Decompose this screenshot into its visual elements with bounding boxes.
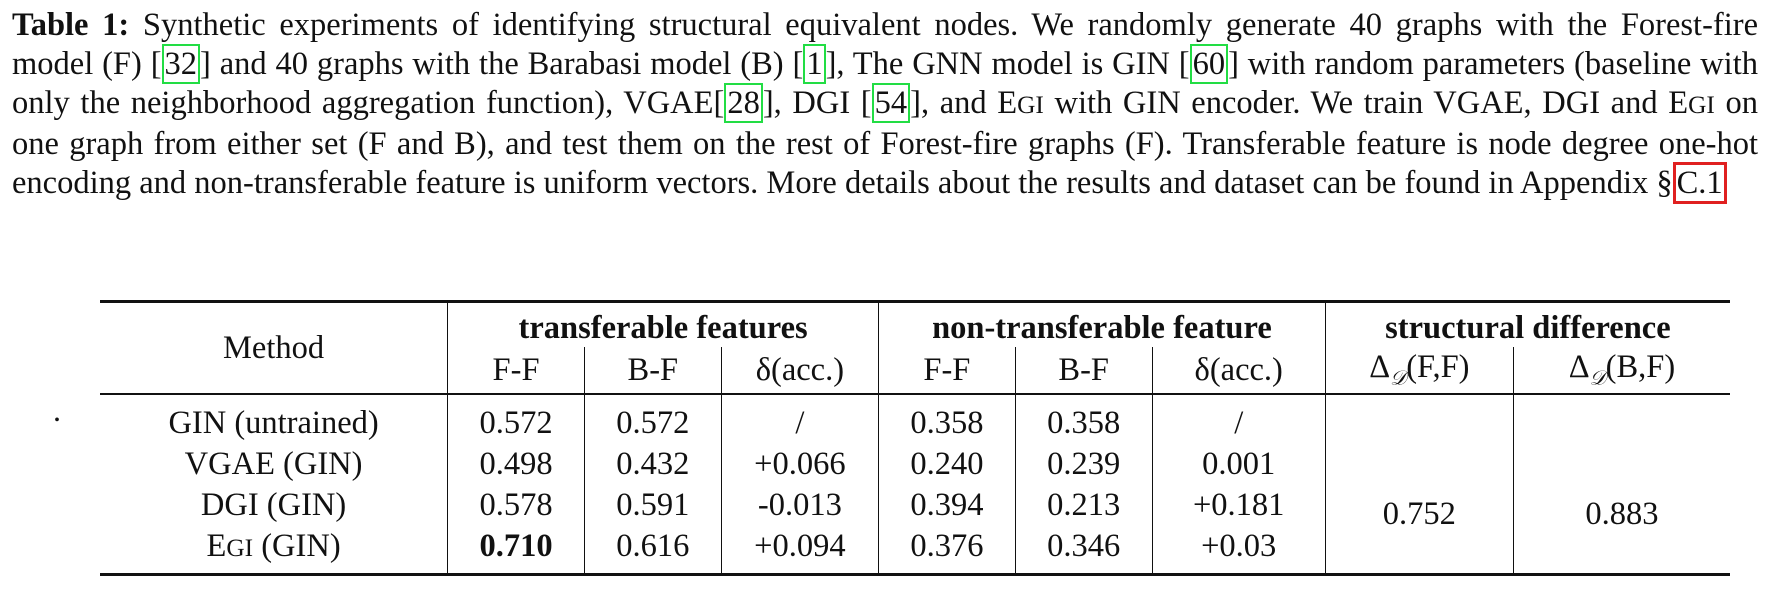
caption-text: ], The GNN model is GIN [ <box>825 46 1190 82</box>
caption-label: Table 1: <box>12 7 130 43</box>
value-cell: / <box>720 394 879 444</box>
group-structural-header: structural difference <box>1324 301 1730 347</box>
structural-bf-value: 0.883 <box>1512 394 1730 575</box>
value-cell: 0.572 <box>447 394 585 444</box>
citation-link[interactable]: 60 <box>1189 44 1229 84</box>
appendix-reference-link[interactable]: C.1 <box>1672 162 1727 204</box>
citation-link[interactable]: 54 <box>871 83 911 123</box>
value-cell: -0.013 <box>720 485 879 526</box>
value-cell: 0.358 <box>878 394 1016 444</box>
method-suffix: (GIN) <box>253 528 341 564</box>
value-cell: 0.240 <box>878 444 1016 485</box>
subheader-delta-acc: δ(acc.) <box>1151 347 1326 394</box>
group-non-transferable-header: non-transferable feature <box>878 301 1326 347</box>
method-cell: VGAE (GIN) <box>184 446 363 482</box>
method-header: Method <box>223 329 325 366</box>
citation-link[interactable]: 1 <box>803 44 826 84</box>
caption-smallcaps: GI <box>1017 91 1044 119</box>
value-cell: 0.578 <box>447 485 585 526</box>
value-cell: 0.001 <box>1151 444 1326 485</box>
value-cell: +0.181 <box>1151 485 1326 526</box>
structural-ff-value: 0.752 <box>1324 394 1514 575</box>
value-cell: +0.066 <box>720 444 879 485</box>
caption-text: ] with random parameters (baseline with … <box>12 46 1758 121</box>
value-cell: 0.346 <box>1014 526 1153 575</box>
subheader-ff: F-F <box>878 347 1016 394</box>
caption-text: ] and 40 graphs with the Barabasi model … <box>200 46 804 82</box>
value-cell: 0.239 <box>1014 444 1153 485</box>
caption-text: with GIN encoder. We train VGAE, DGI and… <box>1043 85 1689 121</box>
subheader-ff: F-F <box>447 347 585 394</box>
method-cell: DGI (GIN) <box>200 487 347 523</box>
caption-text: ], DGI [ <box>762 85 872 121</box>
stray-dot: . <box>53 392 61 428</box>
method-cell: EGI (GIN) <box>100 526 448 575</box>
method-prefix: E <box>206 528 227 564</box>
delta-symbol: Δ <box>1568 349 1590 386</box>
group-header-row: Method transferable features non-transfe… <box>100 301 1730 366</box>
method-cell: GIN (untrained) <box>168 405 379 441</box>
subheader-structural-bf: Δ𝒟(B,F) <box>1512 347 1730 394</box>
results-table: Method transferable features non-transfe… <box>100 300 1730 576</box>
value-cell: 0.591 <box>583 485 722 526</box>
delta-symbol: Δ <box>1369 349 1391 386</box>
value-cell: 0.213 <box>1014 485 1153 526</box>
value-cell: +0.03 <box>1151 526 1326 575</box>
value-cell: 0.358 <box>1014 394 1153 444</box>
delta-subscript: 𝒟 <box>1589 367 1606 390</box>
subheader-bf: B-F <box>583 347 722 394</box>
sub-header-row: F-F B-F δ(acc.) F-F B-F δ(acc.) Δ𝒟(F,F) … <box>100 347 1730 394</box>
table-row: VGAE (GIN) 0.498 0.432 +0.066 0.240 0.23… <box>100 444 1730 485</box>
caption-text: Synthetic experiments of identifying str… <box>12 7 1759 82</box>
value-cell: 0.376 <box>878 526 1016 575</box>
subheader-bf: B-F <box>1014 347 1153 394</box>
table-caption: Table 1: Synthetic experiments of identi… <box>12 6 1759 204</box>
delta-bf-label: (B,F) <box>1605 349 1676 386</box>
delta-subscript: 𝒟 <box>1390 367 1407 390</box>
citation-link[interactable]: 32 <box>161 44 201 84</box>
delta-ff-label: (F,F) <box>1406 349 1470 386</box>
value-cell: / <box>1151 394 1326 444</box>
caption-smallcaps: GI <box>1688 91 1715 119</box>
caption-text: ], and E <box>910 85 1018 121</box>
results-table-container: Method transferable features non-transfe… <box>100 300 1730 576</box>
value-cell: 0.616 <box>583 526 722 575</box>
subheader-structural-ff: Δ𝒟(F,F) <box>1324 347 1514 394</box>
method-smallcaps: GI <box>226 534 254 562</box>
value-cell: +0.094 <box>720 526 879 575</box>
value-cell-best: 0.710 <box>447 526 585 575</box>
value-cell: 0.572 <box>583 394 722 444</box>
table-row: DGI (GIN) 0.578 0.591 -0.013 0.394 0.213… <box>100 485 1730 526</box>
table-row: GIN (untrained) 0.572 0.572 / 0.358 0.35… <box>100 394 1730 575</box>
caption-text: on one graph from either set (F and B), … <box>12 85 1758 201</box>
group-transferable-header: transferable features <box>447 301 879 347</box>
value-cell: 0.394 <box>878 485 1016 526</box>
citation-link[interactable]: 28 <box>724 83 763 123</box>
value-cell: 0.498 <box>447 444 585 485</box>
table-row: EGI (GIN) 0.710 0.616 +0.094 0.376 0.346… <box>100 526 1730 575</box>
value-cell: 0.432 <box>583 444 722 485</box>
subheader-delta-acc: δ(acc.) <box>720 347 879 394</box>
